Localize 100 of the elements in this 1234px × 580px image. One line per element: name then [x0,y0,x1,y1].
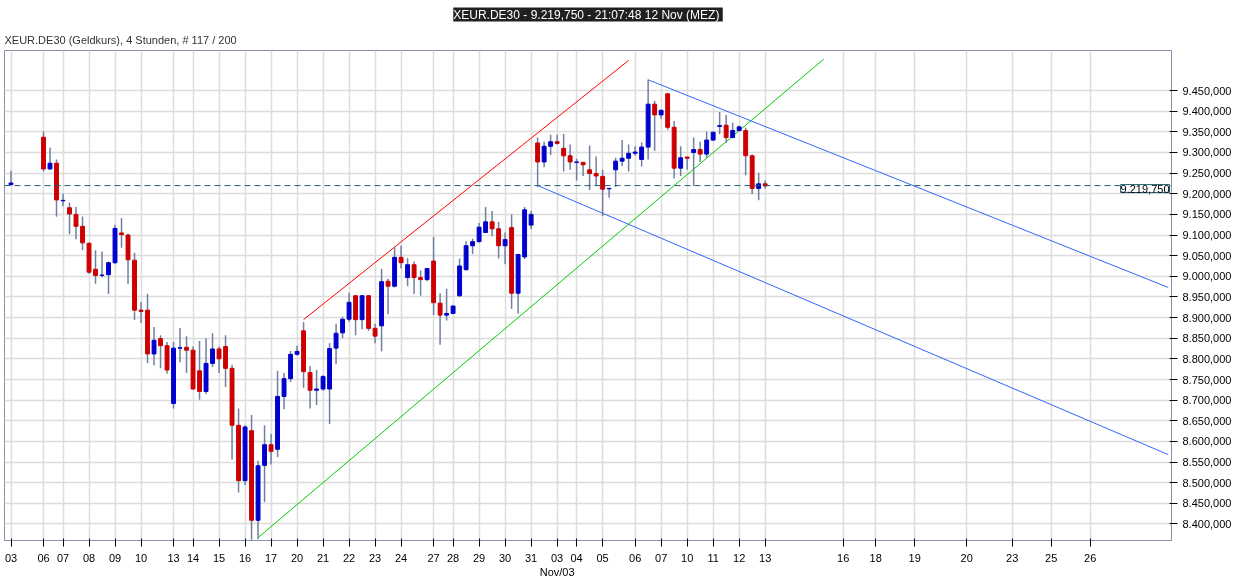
candlestick [398,245,404,270]
candlestick [528,209,534,230]
x-tick-label: 12 [733,551,746,564]
x-tick-label: 05 [596,551,609,564]
x-tick-label: 10 [681,551,694,564]
x-tick-label: 13 [759,551,772,564]
y-tick-label: 9.150,000 [1182,208,1232,221]
x-tick-label: 15 [212,551,226,564]
x-tick-label: 13 [167,551,180,564]
y-tick-label: 9.050,000 [1182,249,1232,262]
ref-line-label: 9.219,750 [1120,182,1170,195]
x-tick-label: 17 [264,551,278,564]
candlestick [177,327,183,363]
x-tick-label: 28 [446,551,460,564]
candlestick [268,433,274,466]
candlestick [8,169,14,186]
candlestick [600,169,606,217]
x-tick-label: 23 [1006,551,1019,564]
chart-title: XEUR.DE30 - 9.219,750 - 21:07:48 12 Nov (MEZ) [453,7,720,22]
candlestick [47,146,53,171]
candlestick [444,287,450,322]
y-tick-label: 9.000,000 [1182,270,1232,283]
candlestick [158,334,163,370]
candlestick [561,133,567,173]
y-tick-label: 9.450,000 [1182,84,1232,97]
candlestick [99,250,105,279]
candlestick [151,326,157,367]
y-tick-label: 8.700,000 [1182,394,1232,407]
candlestick [613,157,619,188]
y-tick-label: 8.900,000 [1182,311,1232,324]
y-tick-label: 8.800,000 [1182,352,1232,365]
candlestick [333,323,339,365]
y-tick-label: 9.300,000 [1182,146,1232,159]
y-tick-label: 9.350,000 [1182,125,1232,138]
candlestick [502,231,508,266]
y-tick-label: 8.850,000 [1182,332,1232,345]
y-tick-label: 8.550,000 [1182,456,1232,469]
candlestick [437,292,443,346]
y-tick-label: 8.450,000 [1182,497,1232,510]
candlestick [717,111,723,135]
x-tick-label: 27 [427,551,440,564]
x-tick-label: 09 [108,551,122,564]
x-tick-label: 31 [525,551,538,564]
candlestick [684,156,690,171]
x-tick-label: 22 [342,551,356,564]
x-tick-label: 03 [4,551,18,564]
candlestick [574,157,580,182]
x-tick-label: 29 [472,551,486,564]
candlestick [80,215,85,252]
x-tick-label: 16 [238,551,252,564]
candlestick [756,171,762,202]
x-tick-label: 08 [82,551,96,564]
candlestick [359,294,365,330]
candlestick [353,294,359,337]
x-tick-label: 16 [837,551,850,564]
x-tick-label: 07 [56,551,70,564]
x-tick-label: 24 [394,551,408,564]
y-tick-label: 9.400,000 [1182,105,1232,118]
x-tick-label: 10 [134,551,148,564]
candlestick [405,257,411,287]
candlestick [60,192,66,207]
y-tick-label: 9.100,000 [1182,229,1232,242]
x-tick-label: 04 [570,551,583,564]
candlestick [262,424,268,503]
chart-subtitle: XEUR.DE30 (Geldkurs), 4 Stunden, # 117 / 200 [4,33,237,46]
candlestick [580,161,586,177]
candlestick [281,372,287,410]
candlestick [567,143,573,171]
y-tick-label: 8.650,000 [1182,414,1232,427]
y-tick-label: 8.600,000 [1182,435,1232,448]
candlestick [340,316,346,339]
x-tick-label: 21 [316,551,330,564]
candlestick [697,140,703,163]
y-tick-label: 9.200,000 [1182,187,1232,200]
x-tick-label: 07 [655,551,668,564]
x-tick-label: 19 [908,551,921,564]
y-tick-label: 8.500,000 [1182,476,1232,489]
x-tick-label: 20 [960,551,973,564]
x-tick-label: 18 [869,551,882,564]
candlestick [704,130,710,159]
candlestick [723,114,729,144]
candlestick [307,365,313,410]
candlestick [346,292,352,323]
x-tick-label: 11 [707,551,719,564]
candlestick [385,278,391,316]
candlestick [535,136,541,188]
candlestick [587,144,593,191]
x-tick-label: 06 [629,551,642,564]
x-tick-label: 26 [1084,551,1097,564]
candlestick [593,155,599,187]
candlestick [678,145,684,177]
x-tick-label: 20 [290,551,304,564]
x-tick-label: 06 [37,551,50,564]
x-tick-label: 14 [186,551,200,564]
y-tick-label: 8.400,000 [1182,517,1232,530]
x-tick-label: 30 [498,551,512,564]
candlestick [652,100,658,152]
candlestick [554,133,560,146]
x-tick-label: 25 [1045,551,1058,564]
candlestick [119,217,124,249]
